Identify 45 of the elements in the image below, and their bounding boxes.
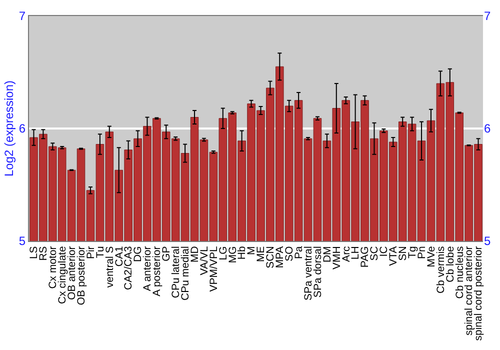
x-tick-label: ventral S bbox=[104, 246, 116, 288]
x-tick-label: VTA bbox=[388, 246, 400, 266]
x-tick-label: LG bbox=[217, 246, 230, 260]
x-tick-label: A anterior bbox=[142, 246, 154, 292]
x-tick-label: DG bbox=[132, 246, 144, 262]
x-tick-label: SPa dorsal bbox=[312, 246, 324, 298]
y-axis-title: Log2 (expression) bbox=[2, 80, 16, 177]
x-tick-label: PAG bbox=[359, 246, 372, 268]
x-tick-label: CPu medial bbox=[179, 246, 192, 300]
x-tick-label: A posterior bbox=[151, 246, 164, 296]
x-tick-label: MPA bbox=[274, 246, 286, 268]
x-tick-label: Arc bbox=[340, 246, 352, 262]
y2-tick-label: 7 bbox=[484, 9, 491, 24]
x-tick-label: SCN bbox=[264, 246, 277, 268]
x-tick-label: MD bbox=[188, 246, 201, 263]
x-tick-label: SPa ventral bbox=[302, 246, 314, 300]
y2-tick-label: 6 bbox=[484, 122, 491, 136]
x-tick-label: SC bbox=[368, 246, 381, 261]
y-tick-label: 6 bbox=[18, 122, 26, 136]
x-tick-label: CA2/CA3 bbox=[122, 246, 135, 290]
x-tick-label: VA/VL bbox=[198, 246, 210, 276]
x-tick-label: spinal cord anterior bbox=[463, 246, 476, 336]
y-tick-label: 5 bbox=[18, 234, 26, 248]
x-tick-label: VMH bbox=[330, 246, 343, 270]
x-tick-label: Cb lobe bbox=[444, 246, 456, 282]
x-tick-label: RS bbox=[38, 246, 50, 261]
y2-tick-label: 5 bbox=[484, 234, 491, 248]
x-tick-label: MVe bbox=[425, 246, 438, 268]
x-tick-label: LS bbox=[28, 246, 40, 260]
x-tick-label: VPM/VPL bbox=[208, 246, 220, 292]
x-tick-label: Tu bbox=[94, 246, 106, 258]
x-tick-label: ME bbox=[255, 246, 268, 262]
x-tick-label: DM bbox=[321, 246, 334, 263]
x-tick-label: spinal cord posterior bbox=[472, 246, 485, 341]
x-tick-label: M bbox=[246, 246, 258, 255]
x-tick-label: OB posterior bbox=[75, 246, 88, 306]
x-tick-label: Cb vermis bbox=[434, 246, 447, 294]
x-tick-label: GP bbox=[160, 246, 173, 262]
x-tick-label: LH bbox=[350, 246, 362, 260]
x-tick-label: IC bbox=[378, 246, 390, 257]
x-tick-label: CA1 bbox=[113, 246, 126, 267]
x-tick-label: Cb nucleus bbox=[454, 246, 466, 299]
x-tick-label: Hb bbox=[236, 246, 248, 260]
y-tick-label: 7 bbox=[18, 9, 26, 24]
x-tick-label: Pir bbox=[84, 246, 97, 260]
